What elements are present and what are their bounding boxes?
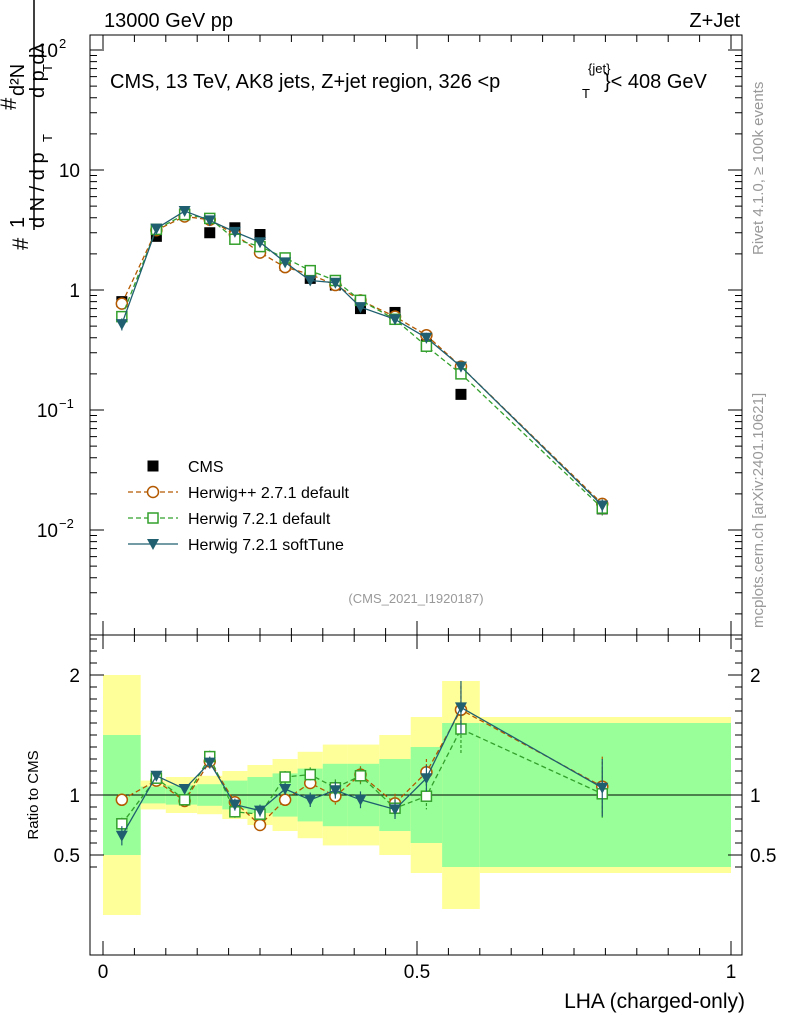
ratio-ytick-label-right: 2 — [750, 666, 761, 687]
ratio-point-herwig-7-2-1-softtune — [178, 784, 191, 795]
main-point-herwig-7-2-1-softtune — [354, 302, 367, 314]
legend-label-cms: CMS — [188, 459, 224, 476]
plot-title-superscript: {jet} — [588, 61, 611, 76]
ratio-point-herwig-7-2-1-softtune — [420, 773, 433, 785]
main-line-herwig-7-2-1-softtune — [121, 210, 603, 506]
legend-marker-herwig-2-7-1-default — [146, 485, 160, 499]
y-axis-label-hash1: # — [8, 237, 33, 250]
main-ytick-label-exp: −1 — [59, 396, 74, 411]
ratio-point-herwig-7-2-1-softtune — [354, 794, 367, 806]
ratio-ytick-label-right: 0.5 — [750, 846, 776, 867]
header-right: Z+Jet — [689, 10, 740, 32]
main-ytick-label-base: 10 — [37, 521, 58, 542]
ratio-ylabel: Ratio to CMS — [25, 750, 42, 839]
main-ytick-label-exp: −2 — [59, 516, 74, 531]
main-point-herwig-7-2-1-softtune — [279, 257, 292, 269]
main-point-herwig-7-2-1-default — [304, 264, 316, 277]
y-axis-label-den1: d N / d p — [27, 152, 49, 228]
ratio-ytick-label-left: 0.5 — [54, 846, 80, 867]
ratio-point-herwig-7-2-1-softtune — [228, 799, 241, 811]
ratio-point-herwig-7-2-1-default — [420, 790, 433, 802]
plot-title-subscript: T — [582, 86, 590, 101]
ratio-point-herwig-7-2-1-softtune — [329, 785, 342, 797]
ratio-point-herwig-7-2-1-softtune — [454, 702, 467, 714]
main-point-herwig-7-2-1-softtune — [254, 237, 266, 249]
main-point-cms — [254, 229, 266, 241]
legend-label-herwig-2-7-1-default: Herwig++ 2.7.1 default — [188, 485, 350, 502]
legend-marker-cms — [147, 460, 159, 472]
main-ytick-label-base: 10 — [37, 401, 58, 422]
analysis-id: (CMS_2021_I1920187) — [348, 591, 483, 606]
main-series-layer — [115, 206, 609, 516]
x-tick-label: 0.5 — [404, 962, 430, 983]
ratio-point-herwig-7-2-1-default — [304, 768, 316, 781]
plot-title-main: CMS, 13 TeV, AK8 jets, Z+jet region, 326… — [110, 71, 500, 93]
main-ytick-label: 10 — [59, 161, 80, 182]
y-axis-label-num2: d²N — [7, 64, 29, 96]
main-ytick-label-exp: 2 — [59, 36, 66, 51]
main-point-cms — [204, 227, 216, 239]
main-point-herwig-7-2-1-softtune — [304, 275, 317, 287]
main-point-herwig-7-2-1-softtune — [115, 319, 128, 331]
ratio-point-herwig-7-2-1-softtune — [150, 770, 163, 782]
ratio-point-herwig-7-2-1-softtune — [203, 757, 216, 769]
main-point-cms — [455, 388, 467, 400]
legend-label-herwig-7-2-1-default: Herwig 7.2.1 default — [188, 511, 331, 528]
side-text-rivet: Rivet 4.1.0, ≥ 100k events — [750, 82, 767, 255]
main-ytick-label-base: 10 — [37, 41, 58, 62]
ratio-uncertainty-bands — [90, 675, 742, 915]
main-point-herwig-7-2-1-softtune — [420, 332, 433, 344]
ratio-point-herwig-7-2-1-softtune — [279, 784, 292, 795]
ratio-point-herwig-2-7-1-default — [253, 818, 267, 832]
ratio-ytick-label-right: 1 — [750, 786, 761, 807]
ratio-point-herwig-7-2-1-softtune — [596, 782, 609, 794]
legend: CMS Herwig++ 2.7.1 default Herwig 7.2.1 de… — [128, 459, 350, 554]
ratio-point-herwig-2-7-1-default — [278, 793, 292, 807]
ratio-point-herwig-7-2-1-default — [354, 770, 367, 782]
legend-label-herwig-7-2-1-softtune: Herwig 7.2.1 softTune — [188, 537, 344, 554]
legend-marker-herwig-7-2-1-softtune — [147, 539, 159, 550]
main-point-herwig-7-2-1-softtune — [389, 314, 402, 326]
main-point-herwig-7-2-1-softtune — [454, 361, 467, 373]
ratio-point-herwig-7-2-1-default — [279, 771, 291, 783]
x-tick-label: 0 — [98, 962, 109, 983]
main-point-herwig-7-2-1-softtune — [228, 226, 241, 238]
main-point-herwig-2-7-1-default — [115, 297, 129, 310]
y-axis-label: # 1 d N / d p T # d²N d p dλ T — [0, 0, 55, 250]
ratio-series-layer — [115, 681, 609, 846]
ratio-ytick-label-left: 1 — [69, 786, 80, 807]
y-axis-label-sub1: T — [40, 134, 55, 142]
main-point-herwig-7-2-1-softtune — [596, 500, 609, 512]
y-axis-label-den2: d p dλ — [27, 44, 49, 98]
y-axis-label-frac1: 1 — [7, 217, 29, 228]
main-point-herwig-7-2-1-softtune — [203, 215, 216, 227]
main-point-herwig-7-2-1-softtune — [150, 223, 163, 235]
ratio-point-herwig-7-2-1-softtune — [115, 830, 128, 842]
ratio-point-herwig-7-2-1-softtune — [254, 805, 266, 817]
plot-title-end: }< 408 GeV — [604, 71, 708, 93]
legend-marker-herwig-7-2-1-default — [147, 512, 159, 524]
ratio-point-herwig-2-7-1-default — [115, 793, 129, 807]
ratio-point-herwig-7-2-1-default — [178, 794, 191, 806]
ratio-ytick-label-left: 2 — [69, 666, 80, 687]
ratio-point-herwig-7-2-1-softtune — [389, 804, 402, 816]
plot-title: CMS, 13 TeV, AK8 jets, Z+jet region, 326… — [110, 71, 500, 93]
x-tick-label: 1 — [726, 962, 737, 983]
main-ytick-label: 1 — [69, 281, 80, 302]
y-axis-label-sub2: T — [40, 64, 55, 72]
x-axis-label: LHA (charged-only) — [564, 990, 745, 1013]
side-text-mcplots: mcplots.cern.ch [arXiv:2401.10621] — [750, 393, 767, 628]
ratio-point-herwig-7-2-1-softtune — [304, 794, 317, 806]
y-axis-label-hash2: # — [0, 97, 21, 110]
main-point-herwig-7-2-1-softtune — [329, 277, 342, 289]
main-point-herwig-7-2-1-softtune — [178, 206, 191, 218]
header-left: 13000 GeV pp — [104, 10, 233, 32]
